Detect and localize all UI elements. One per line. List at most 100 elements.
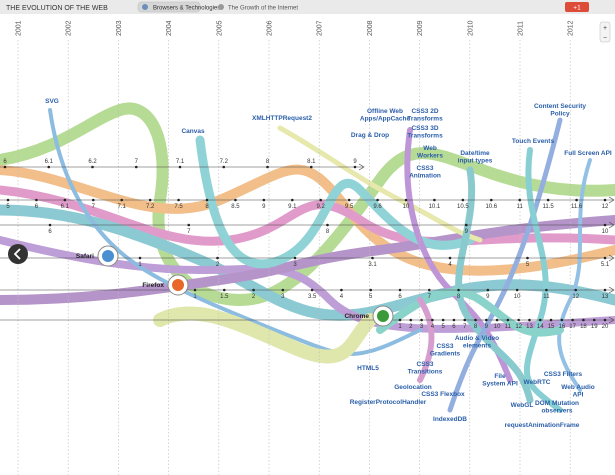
technology-label: DOM Mutation bbox=[535, 400, 579, 407]
year-label: 2007 bbox=[317, 20, 324, 36]
version-dot bbox=[353, 165, 357, 169]
version-dot bbox=[376, 198, 379, 202]
version-label: 3 bbox=[293, 262, 297, 268]
version-dot bbox=[526, 256, 529, 260]
gplus-label[interactable]: +1 bbox=[573, 5, 581, 12]
version-label: 1 bbox=[193, 294, 197, 300]
zoom-in[interactable]: + bbox=[603, 25, 607, 32]
version-label: 1.5 bbox=[220, 294, 229, 300]
version-dot bbox=[545, 288, 548, 292]
version-label: 11 bbox=[505, 324, 512, 330]
tab-active[interactable] bbox=[137, 1, 201, 13]
back-arrow-button[interactable] bbox=[8, 244, 28, 264]
version-label: 6.1 bbox=[61, 204, 70, 210]
version-label: 9 bbox=[486, 294, 490, 300]
version-label: 8.1 bbox=[307, 159, 316, 165]
version-label: 1 bbox=[398, 324, 402, 330]
technology-label: Apps/AppCache bbox=[360, 116, 411, 123]
version-dot bbox=[216, 256, 219, 260]
version-dot bbox=[91, 165, 94, 169]
technology-label: Transforms bbox=[407, 133, 443, 140]
technology-label: Content Security bbox=[534, 103, 586, 110]
version-dot bbox=[474, 318, 477, 322]
version-dot bbox=[120, 198, 124, 202]
technology-label: XMLHTTPRequest2 bbox=[252, 115, 312, 122]
technology-label: IndexedDB bbox=[433, 416, 467, 423]
page-title: THE EVOLUTION OF THE WEB bbox=[6, 5, 108, 12]
technology-label: CSS3 2D bbox=[411, 108, 438, 115]
version-label: 9 bbox=[465, 229, 469, 235]
zoom-control[interactable] bbox=[599, 21, 611, 43]
version-dot bbox=[48, 223, 52, 227]
year-label: 2002 bbox=[66, 20, 73, 36]
technology-label: Animation bbox=[409, 173, 441, 180]
technology-label: Full Screen API bbox=[564, 150, 612, 157]
version-dot bbox=[138, 256, 142, 260]
version-label: 2 bbox=[216, 262, 220, 268]
gplus-button[interactable] bbox=[565, 2, 589, 12]
version-dot bbox=[433, 198, 436, 202]
version-label: 15 bbox=[548, 324, 555, 330]
version-dot bbox=[489, 198, 493, 202]
row-arrow bbox=[608, 221, 615, 229]
version-label: 10.6 bbox=[485, 204, 497, 210]
version-dot bbox=[546, 198, 550, 202]
year-label: 2012 bbox=[568, 20, 575, 36]
version-label: 13 bbox=[602, 294, 609, 300]
version-dot bbox=[582, 318, 585, 322]
version-label: 9 bbox=[353, 159, 357, 165]
version-label: 5 bbox=[441, 324, 445, 330]
version-dot bbox=[398, 288, 402, 292]
version-label: 16 bbox=[558, 324, 565, 330]
version-label: 6 bbox=[3, 159, 7, 165]
version-dot bbox=[528, 318, 531, 322]
version-dot bbox=[290, 198, 294, 202]
version-dot bbox=[574, 288, 578, 292]
version-dot bbox=[91, 198, 95, 202]
tab-label[interactable]: Browsers & Technologies bbox=[153, 6, 220, 12]
row-arrow bbox=[608, 316, 615, 324]
version-label: 20 bbox=[602, 324, 609, 330]
version-label: 8 bbox=[457, 294, 461, 300]
tab-icon bbox=[218, 4, 224, 10]
version-dot bbox=[571, 318, 574, 322]
tab-icon bbox=[142, 4, 148, 10]
version-dot bbox=[515, 288, 519, 292]
version-label: 2 bbox=[409, 324, 413, 330]
version-label: 9.6 bbox=[373, 204, 382, 210]
version-label: 18 bbox=[580, 324, 587, 330]
version-label: 3.5 bbox=[308, 294, 317, 300]
row-arrow bbox=[608, 254, 615, 262]
version-dot bbox=[461, 198, 465, 202]
zoom-out[interactable]: − bbox=[603, 35, 607, 42]
technology-label: CSS3 Filters bbox=[544, 371, 583, 378]
tab-label[interactable]: The Growth of the Internet bbox=[228, 6, 298, 12]
version-label: 8 bbox=[205, 204, 209, 210]
version-dot bbox=[464, 223, 468, 227]
version-label: 6 bbox=[48, 229, 52, 235]
version-label: 13 bbox=[526, 324, 533, 330]
technology-label: CSS3 bbox=[417, 361, 434, 368]
version-label: 5 bbox=[526, 262, 530, 268]
version-dot bbox=[3, 165, 7, 169]
version-label: 12 bbox=[515, 324, 522, 330]
version-dot bbox=[177, 198, 180, 202]
version-dot bbox=[63, 198, 67, 202]
version-dot bbox=[404, 198, 408, 202]
year-label: 2003 bbox=[116, 20, 123, 36]
version-label: 12 bbox=[572, 294, 579, 300]
version-dot bbox=[6, 198, 10, 202]
year-label: 2004 bbox=[166, 20, 173, 36]
version-dot bbox=[340, 288, 343, 292]
version-dot bbox=[205, 198, 209, 202]
row-arrow bbox=[608, 196, 615, 204]
technology-label: Audio & Video bbox=[455, 335, 499, 342]
version-label: 7 bbox=[428, 294, 432, 300]
version-label: 6 bbox=[35, 204, 39, 210]
version-dot bbox=[549, 318, 553, 322]
version-label: 10 bbox=[494, 324, 501, 330]
version-dot bbox=[592, 318, 596, 322]
version-dot bbox=[409, 318, 413, 322]
